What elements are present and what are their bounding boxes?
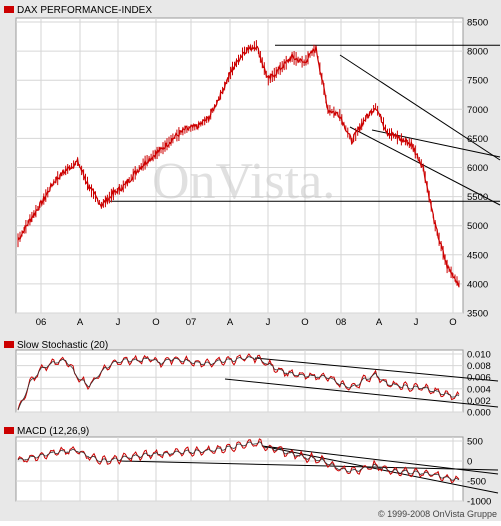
- panel-2-background: [15, 349, 464, 413]
- panel-1-background: [15, 17, 464, 314]
- y-tick-label: 0.004: [467, 384, 491, 395]
- y-tick-label: 0.000: [467, 408, 491, 419]
- macd-trend-2: [261, 445, 499, 475]
- grid-lines: [16, 18, 463, 502]
- panel-title-2: Slow Stochastic (20): [17, 340, 108, 351]
- stoch-lower-trend: [224, 378, 499, 408]
- signal-line-p3: [17, 441, 460, 481]
- y-tick-label: 5000: [467, 221, 488, 232]
- legend-swatch-1: [4, 6, 14, 13]
- y-tick-label: -500: [467, 477, 486, 488]
- y-tick-label: 0: [467, 457, 472, 468]
- x-tick-label: 08: [336, 317, 347, 328]
- panel-backgrounds: [15, 17, 464, 502]
- watermark-text: OnVista.: [152, 153, 335, 210]
- y-tick-label: 0.010: [467, 350, 491, 361]
- x-tick-label: J: [266, 317, 271, 328]
- y-tick-label: 6000: [467, 163, 488, 174]
- legend-swatch-3: [4, 427, 14, 434]
- x-tick-label: A: [227, 317, 234, 328]
- x-tick-label: 07: [186, 317, 197, 328]
- series-lines: [17, 40, 460, 484]
- y-tick-label: 4000: [467, 279, 488, 290]
- y-tick-label: 3500: [467, 309, 488, 320]
- y-tick-label: 8000: [467, 47, 488, 58]
- x-tick-label: 06: [36, 317, 47, 328]
- panel-3-background: [15, 436, 464, 502]
- x-tick-label: O: [301, 317, 308, 328]
- y-tick-label: 4500: [467, 250, 488, 261]
- x-tick-label: O: [449, 317, 456, 328]
- panel-title-3: MACD (12,26,9): [17, 426, 89, 437]
- x-tick-label: A: [77, 317, 84, 328]
- panel-titles: DAX PERFORMANCE-INDEX Slow Stochastic (20…: [4, 5, 152, 437]
- y-tick-label: 0.002: [467, 396, 491, 407]
- signal-line-p2: [17, 356, 460, 411]
- stoch-upper-trend: [254, 357, 499, 382]
- y-tick-label: 0.006: [467, 373, 491, 384]
- channel-lower-line: [349, 126, 501, 206]
- panel-title-1: DAX PERFORMANCE-INDEX: [17, 5, 152, 16]
- y-tick-label: -1000: [467, 497, 491, 508]
- channel-upper-line: [339, 54, 501, 161]
- y-tick-label: 500: [467, 437, 483, 448]
- x-tick-label: J: [414, 317, 419, 328]
- x-tick-label: A: [376, 317, 383, 328]
- x-tick-label: J: [116, 317, 121, 328]
- y-tick-label: 0.008: [467, 361, 491, 372]
- copyright-footer: © 1999-2008 OnVista Gruppe: [378, 509, 497, 519]
- y-tick-label: 5500: [467, 192, 488, 203]
- y-tick-label: 8500: [467, 18, 488, 29]
- indicator-line-p2: [17, 353, 460, 410]
- axis-labels: 06 A J O 07 A J O 08 A J O3500400045005000550060006…: [36, 18, 492, 508]
- y-tick-label: 7000: [467, 105, 488, 116]
- legend-swatch-2: [4, 341, 14, 348]
- macd-trend-1: [119, 460, 499, 471]
- x-tick-label: O: [152, 317, 159, 328]
- y-tick-label: 7500: [467, 76, 488, 87]
- y-tick-label: 6500: [467, 134, 488, 145]
